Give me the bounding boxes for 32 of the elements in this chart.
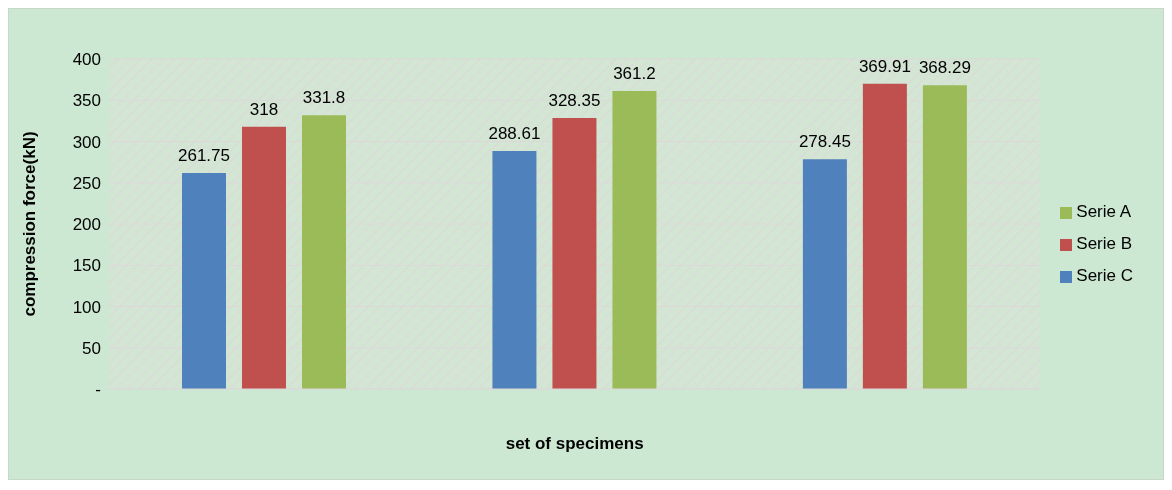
y-tick-label: 200 xyxy=(72,215,101,235)
y-tick-label: 50 xyxy=(82,338,101,358)
data-label: 361.2 xyxy=(613,64,656,84)
data-label: 368.29 xyxy=(918,58,971,78)
legend-label: Serie B xyxy=(1076,234,1133,253)
bar xyxy=(492,150,537,389)
bar xyxy=(182,173,226,389)
legend-label: Serie A xyxy=(1076,202,1132,221)
data-label: 278.45 xyxy=(798,132,851,152)
bar xyxy=(552,118,597,389)
bar xyxy=(302,115,346,389)
data-label: 288.61 xyxy=(488,123,541,143)
y-tick-label: - xyxy=(95,380,101,400)
data-label: 369.91 xyxy=(858,56,911,76)
y-tick-label: 300 xyxy=(72,132,101,152)
y-tick-label: 100 xyxy=(72,297,101,317)
data-label: 318 xyxy=(249,99,279,119)
y-axis-title: compression force(kN) xyxy=(20,131,40,317)
bar xyxy=(802,159,847,389)
y-tick-label: 150 xyxy=(72,256,101,276)
data-label: 261.75 xyxy=(178,146,230,166)
bar xyxy=(242,126,286,389)
y-tick-label: 250 xyxy=(72,173,101,193)
bar xyxy=(922,85,967,389)
bar xyxy=(612,91,657,389)
y-tick-label: 400 xyxy=(72,50,101,70)
legend-label: Serie C xyxy=(1076,266,1133,285)
x-axis-title: set of specimens xyxy=(505,434,644,453)
data-label: 328.35 xyxy=(548,91,601,111)
y-tick-label: 350 xyxy=(72,91,101,111)
bar xyxy=(862,83,907,389)
data-label: 331.8 xyxy=(302,88,346,108)
